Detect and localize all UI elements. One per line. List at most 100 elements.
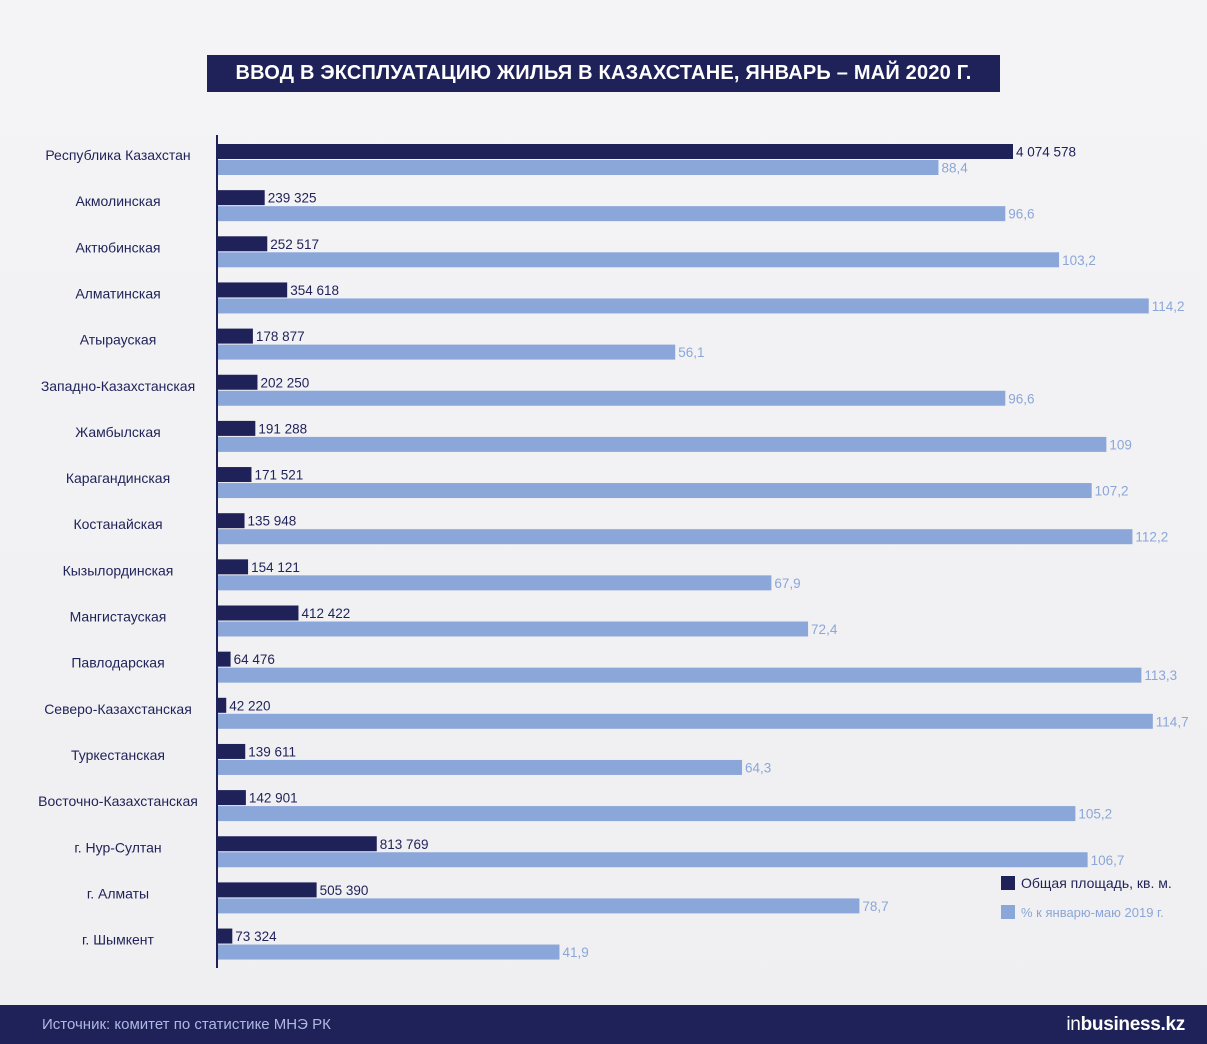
- category-label: Республика Казахстан: [45, 147, 190, 163]
- value-label-area: 354 618: [290, 283, 339, 298]
- bar-percent: [218, 298, 1149, 314]
- value-label-area: 4 074 578: [1016, 145, 1076, 160]
- bar-area: [218, 144, 1013, 159]
- bar-area: [218, 328, 253, 344]
- bar-area: [218, 374, 258, 390]
- value-label-percent: 109: [1109, 437, 1132, 452]
- bar-percent: [218, 529, 1133, 545]
- category-label: Алматинская: [75, 285, 160, 301]
- bar-area: [218, 743, 246, 759]
- value-label-percent: 103,2: [1062, 253, 1096, 268]
- bar-percent: [218, 806, 1076, 822]
- category-label: Актюбинская: [76, 239, 161, 255]
- value-label-percent: 88,4: [941, 161, 968, 176]
- value-label-percent: 96,6: [1008, 207, 1034, 222]
- bar-area: [218, 836, 377, 852]
- bar-percent: [218, 852, 1088, 868]
- category-label: Туркестанская: [71, 747, 165, 763]
- value-label-percent: 105,2: [1078, 807, 1112, 822]
- value-label-area: 191 288: [258, 421, 307, 436]
- bar-percent: [218, 898, 860, 914]
- category-label: Северо-Казахстанская: [44, 701, 192, 717]
- value-label-percent: 106,7: [1091, 853, 1125, 868]
- value-label-area: 252 517: [270, 237, 319, 252]
- legend-swatch-percent: [1001, 905, 1015, 919]
- value-label-area: 813 769: [380, 837, 429, 852]
- bar-chart: Республика Казахстан Акмолинская Актюбинск…: [38, 135, 1189, 968]
- bar-percent: [218, 759, 743, 775]
- value-label-area: 154 121: [251, 560, 300, 575]
- legend: Общая площадь, кв. м. % к январю-маю 201…: [1001, 873, 1201, 931]
- footer-bar: Источник: комитет по статистике МНЭ РК i…: [0, 1005, 1207, 1044]
- value-label-area: 42 220: [229, 698, 270, 713]
- category-label: Карагандинская: [66, 470, 170, 486]
- value-label-area: 142 901: [249, 791, 298, 806]
- bar-area: [218, 605, 299, 621]
- value-label-percent: 56,1: [678, 345, 704, 360]
- value-label-area: 239 325: [268, 191, 317, 206]
- value-label-area: 73 324: [235, 929, 277, 944]
- bar-percent: [218, 575, 772, 591]
- value-label-area: 412 422: [301, 606, 350, 621]
- category-label: Атырауская: [80, 332, 157, 348]
- value-label-percent: 41,9: [562, 945, 588, 960]
- legend-item-area: Общая площадь, кв. м.: [1001, 873, 1201, 893]
- value-label-area: 139 611: [248, 744, 296, 759]
- bar-area: [218, 928, 233, 944]
- category-label: Кызылординская: [63, 562, 174, 578]
- legend-label-percent: % к январю-маю 2019 г.: [1021, 904, 1164, 920]
- source-note: Источник: комитет по статистике МНЭ РК: [42, 1016, 331, 1033]
- value-label-percent: 67,9: [774, 576, 800, 591]
- bar-area: [218, 651, 231, 667]
- bar-percent: [218, 436, 1107, 452]
- bar-area: [218, 513, 245, 529]
- value-label-area: 505 390: [320, 883, 369, 898]
- value-label-area: 178 877: [256, 329, 305, 344]
- category-label: Западно-Казахстанская: [41, 378, 195, 394]
- category-label: Жамбылская: [75, 424, 160, 440]
- value-label-percent: 72,4: [811, 622, 838, 637]
- bar-percent: [218, 390, 1006, 406]
- legend-swatch-area: [1001, 876, 1015, 890]
- bar-area: [218, 882, 317, 898]
- bar-area: [218, 559, 249, 575]
- bar-area: [218, 420, 256, 436]
- bar-area: [218, 282, 288, 298]
- bar-percent: [218, 667, 1142, 683]
- value-label-percent: 113,3: [1144, 668, 1177, 683]
- value-label-percent: 78,7: [862, 899, 888, 914]
- value-label-area: 135 948: [248, 514, 297, 529]
- value-label-percent: 114,7: [1156, 714, 1189, 729]
- bar-area: [218, 190, 265, 206]
- legend-label-area: Общая площадь, кв. м.: [1021, 875, 1172, 891]
- brand-logo: inbusiness.kz: [1066, 1014, 1185, 1036]
- bar-percent: [218, 252, 1060, 268]
- brand-logo-prefix: in: [1066, 1013, 1081, 1035]
- bar-percent: [218, 483, 1092, 499]
- value-label-percent: 107,2: [1095, 484, 1129, 499]
- category-label: Восточно-Казахстанская: [38, 793, 198, 809]
- bar-percent: [218, 160, 939, 175]
- category-labels: Республика Казахстан Акмолинская Актюбинск…: [38, 147, 198, 948]
- value-label-percent: 64,3: [745, 760, 771, 775]
- brand-logo-rest: business.kz: [1080, 1013, 1186, 1035]
- value-label-area: 202 250: [260, 375, 309, 390]
- category-label: Акмолинская: [75, 193, 160, 209]
- category-label: Костанайская: [73, 516, 162, 532]
- chart-title: ВВОД В ЭКСПЛУАТАЦИЮ ЖИЛЬЯ В КАЗАХСТАНЕ, …: [207, 55, 1000, 92]
- category-label: г. Шымкент: [82, 932, 154, 948]
- value-label-percent: 112,2: [1135, 530, 1168, 545]
- bar-percent: [218, 206, 1006, 222]
- value-label-percent: 114,2: [1152, 299, 1185, 314]
- category-label: Мангистауская: [70, 609, 167, 625]
- category-label: г. Алматы: [87, 885, 149, 901]
- bar-percent: [218, 713, 1153, 729]
- bar-percent: [218, 344, 676, 360]
- bars: [218, 144, 1153, 960]
- bar-percent: [218, 621, 809, 637]
- category-label: Павлодарская: [71, 655, 164, 671]
- bar-area: [218, 236, 268, 252]
- value-labels: 4 074 578 88,4 239 325 96,6 252 517 103,2 354 …: [229, 145, 1188, 961]
- value-label-area: 64 476: [234, 652, 275, 667]
